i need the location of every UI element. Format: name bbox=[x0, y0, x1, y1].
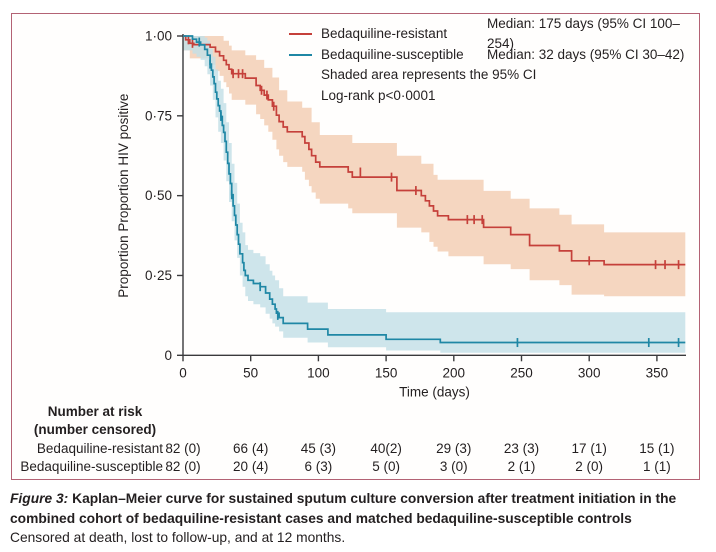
chart-legend: Bedaquiline-resistant Median: 175 days (… bbox=[289, 16, 694, 106]
x-tick-label: 200 bbox=[443, 365, 466, 380]
y-tick-label: 0·50 bbox=[145, 188, 172, 203]
x-tick-label: 50 bbox=[243, 365, 258, 380]
x-axis-title: Time (days) bbox=[399, 384, 470, 399]
risk-value: 2 (0) bbox=[575, 459, 604, 474]
y-axis-title: Proportion Proportion HIV positive bbox=[116, 94, 131, 298]
x-tick-label: 250 bbox=[510, 365, 533, 380]
caption-note: Censored at death, lost to follow-up, an… bbox=[10, 530, 346, 546]
risk-value: 82 (0) bbox=[165, 441, 201, 456]
risk-value: 1 (1) bbox=[643, 459, 671, 474]
censor-marks-resistant bbox=[187, 35, 680, 270]
median-resistant-text: Median: 175 days (95% CI 100–254) bbox=[487, 15, 680, 52]
km-chart: 1·00 0·75 0·50 0·25 00 50 100 150 200 250 300 350 Ti… bbox=[116, 29, 686, 400]
km-curve-resistant bbox=[183, 35, 686, 266]
legend-label: Bedaquiline-resistant bbox=[321, 26, 448, 41]
y-tick-label: 1·00 bbox=[145, 29, 172, 44]
figure-caption: Figure 3: Kaplan–Meier curve for sustain… bbox=[10, 489, 710, 548]
risk-value: 6 (3) bbox=[304, 459, 333, 474]
number-at-risk-table: Number at risk (number censored) Bedaqui… bbox=[12, 14, 701, 481]
log-rank-note: Log-rank p<0·0001 bbox=[321, 87, 436, 103]
risk-value: 23 (3) bbox=[503, 441, 540, 456]
y-tick-label: 0 bbox=[164, 348, 172, 363]
risk-value: 40(2) bbox=[370, 441, 402, 456]
risk-table-subheader: (number censored) bbox=[33, 422, 157, 437]
ci-band-resistant bbox=[183, 36, 686, 297]
risk-value: 29 (3) bbox=[436, 441, 472, 456]
x-tick-label: 0 bbox=[179, 365, 187, 380]
km-curve-susceptible bbox=[183, 35, 686, 344]
risk-value: 3 (0) bbox=[439, 459, 468, 474]
axes bbox=[177, 34, 686, 362]
risk-value: 2 (1) bbox=[507, 459, 536, 474]
x-tick-label: 150 bbox=[375, 365, 398, 380]
ci-band-susceptible bbox=[183, 36, 686, 353]
y-tick-label: 0·75 bbox=[145, 108, 172, 123]
censor-marks-susceptible bbox=[198, 37, 680, 348]
x-tick-label: 300 bbox=[578, 365, 601, 380]
risk-value: 15 (1) bbox=[639, 441, 675, 456]
risk-row-label-susceptible: Bedaquiline-susceptible bbox=[20, 459, 163, 474]
risk-row-label-resistant: Bedaquiline-resistant bbox=[36, 441, 163, 456]
y-tick-label: 0·25 bbox=[145, 268, 172, 283]
risk-value: 20 (4) bbox=[233, 459, 269, 474]
figure-border: 1·00 0·75 0·50 0·25 0 0 50 100 150 200 250 300 350 Ti… bbox=[11, 13, 700, 480]
susceptible-line-swatch bbox=[289, 53, 312, 56]
risk-table-header: Number at risk bbox=[47, 404, 143, 419]
risk-value: 66 (4) bbox=[233, 441, 269, 456]
risk-value: 82 (0) bbox=[165, 459, 201, 474]
median-susceptible-text: Median: 32 days (95% CI 30–42) bbox=[487, 46, 685, 62]
legend-item-resistant: Bedaquiline-resistant Median: 175 days (… bbox=[289, 16, 694, 51]
x-tick-label: 350 bbox=[646, 365, 669, 380]
caption-title: Kaplan–Meier curve for sustained sputum … bbox=[10, 491, 677, 526]
figure-number: Figure 3: bbox=[10, 491, 69, 506]
shaded-area-note: Shaded area represents the 95% CI bbox=[321, 67, 537, 82]
resistant-line-swatch bbox=[289, 33, 312, 36]
legend-item-susceptible: Bedaquiline-susceptible Median: 32 days … bbox=[289, 45, 694, 66]
tick-labels: 1·00 0·75 0·50 0·25 00 50 100 150 200 250 300 350 Ti… bbox=[116, 29, 668, 400]
legend-label: Bedaquiline-susceptible bbox=[321, 46, 464, 62]
x-tick-label: 100 bbox=[307, 365, 330, 380]
risk-value: 45 (3) bbox=[300, 441, 337, 456]
risk-value: 17 (1) bbox=[571, 441, 607, 456]
risk-value: 5 (0) bbox=[372, 459, 400, 474]
